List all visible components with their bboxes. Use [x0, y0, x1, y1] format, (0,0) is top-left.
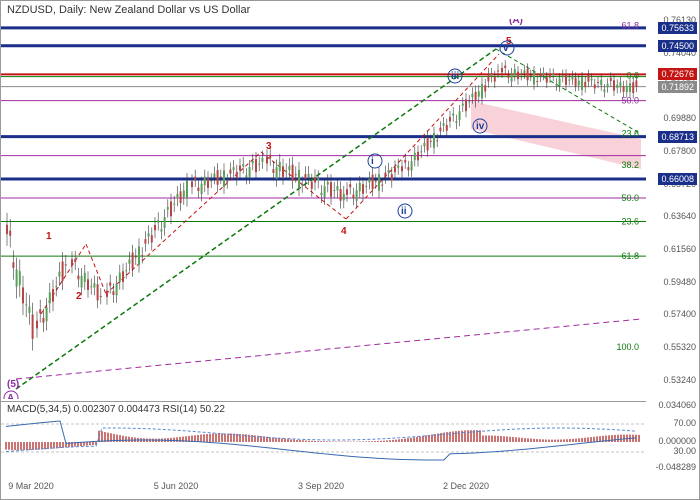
svg-text:3: 3 — [266, 141, 272, 152]
forex-chart: NZDUSD, Daily: New Zealand Dollar vs US … — [0, 0, 700, 500]
svg-text:A: A — [7, 393, 14, 399]
indicator-axis: 0.03406070.000.00000030.00-0.048289 — [644, 401, 699, 473]
svg-text:100.0: 100.0 — [616, 342, 639, 352]
svg-text:50.0: 50.0 — [621, 96, 639, 106]
svg-text:iv: iv — [476, 121, 485, 132]
svg-text:ii: ii — [401, 206, 407, 217]
indicator-area[interactable]: MACD(5,34,5) 0.002307 0.004473 RSI(14) 5… — [1, 401, 646, 473]
svg-text:(A): (A) — [509, 19, 523, 26]
svg-text:61.8: 61.8 — [621, 251, 639, 261]
svg-text:61.8: 61.8 — [621, 20, 639, 30]
svg-text:23.6: 23.6 — [621, 129, 639, 139]
svg-text:50.0: 50.0 — [621, 193, 639, 203]
svg-text:i: i — [371, 156, 374, 167]
price-chart-area[interactable]: 61.8 0.0 50.0 23.6 38.2 50.0 23.6 61.8 100.0 (5) A… — [1, 19, 646, 399]
svg-text:23.6: 23.6 — [621, 217, 639, 227]
svg-text:2: 2 — [76, 291, 82, 302]
chart-title: NZDUSD, Daily: New Zealand Dollar vs US … — [7, 4, 250, 16]
svg-text:1: 1 — [46, 231, 52, 242]
svg-text:v: v — [503, 43, 509, 54]
chart-svg: 61.8 0.0 50.0 23.6 38.2 50.0 23.6 61.8 100.0 (5) A… — [1, 19, 646, 399]
svg-text:iii: iii — [451, 71, 460, 82]
indicator-svg — [1, 402, 646, 474]
svg-text:(5): (5) — [7, 379, 19, 390]
svg-text:38.2: 38.2 — [621, 160, 639, 170]
svg-text:0.0: 0.0 — [626, 71, 639, 81]
svg-text:4: 4 — [341, 226, 347, 237]
time-axis: 9 Mar 20205 Jun 20203 Sep 20202 Dec 2020 — [1, 481, 646, 495]
